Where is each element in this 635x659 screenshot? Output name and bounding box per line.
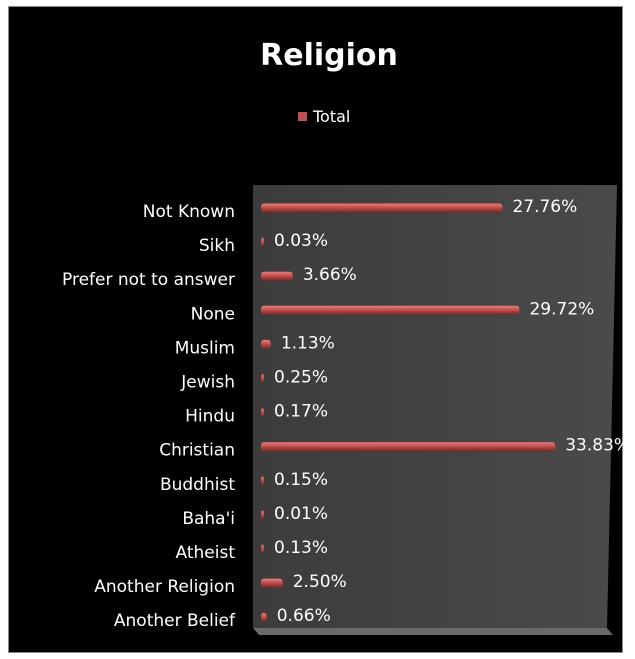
category-label: Not Known bbox=[143, 202, 235, 222]
category-label: Another Belief bbox=[114, 611, 236, 631]
category-label: Atheist bbox=[176, 543, 236, 563]
bar bbox=[261, 237, 264, 247]
category-label: Christian bbox=[159, 441, 235, 461]
plot-wall bbox=[253, 185, 617, 628]
data-label: 0.13% bbox=[274, 538, 328, 558]
category-label: Sikh bbox=[199, 236, 235, 256]
data-label: 0.17% bbox=[274, 402, 328, 422]
data-label: 2.50% bbox=[293, 572, 347, 592]
bar bbox=[261, 510, 264, 520]
data-label: 0.03% bbox=[274, 231, 328, 251]
chart-title: Religion bbox=[260, 38, 398, 73]
bars bbox=[261, 203, 556, 622]
category-label: Muslim bbox=[175, 338, 235, 358]
legend-swatch bbox=[298, 112, 307, 121]
category-label: Prefer not to answer bbox=[62, 270, 235, 290]
plot-floor bbox=[253, 628, 613, 635]
data-label: 27.76% bbox=[512, 197, 577, 217]
category-label: Another Religion bbox=[94, 577, 235, 597]
bar bbox=[261, 305, 520, 315]
data-labels: 27.76% 0.03% 3.66% 29.72% 1.13% 0.25% 0.17% 33.… bbox=[274, 197, 624, 626]
legend: Total bbox=[298, 107, 350, 126]
bar bbox=[261, 544, 264, 554]
data-label: 0.01% bbox=[274, 504, 328, 524]
bar bbox=[261, 271, 293, 281]
category-label: Jewish bbox=[180, 373, 235, 393]
category-label: Buddhist bbox=[160, 475, 235, 495]
bar-chart: Religion Total Not Known Sikh Prefer not t… bbox=[62, 38, 624, 635]
bar bbox=[261, 442, 556, 452]
bar bbox=[261, 203, 503, 213]
bar bbox=[261, 476, 264, 486]
data-label: 0.66% bbox=[277, 606, 331, 626]
bar bbox=[261, 408, 264, 418]
bar bbox=[261, 339, 271, 349]
data-label: 1.13% bbox=[281, 333, 335, 353]
category-label: Hindu bbox=[185, 407, 235, 427]
data-label: 33.83% bbox=[565, 436, 624, 456]
bar bbox=[261, 374, 264, 383]
data-label: 29.72% bbox=[529, 299, 594, 319]
data-label: 0.25% bbox=[274, 368, 328, 388]
legend-label: Total bbox=[312, 107, 350, 126]
bar bbox=[261, 612, 267, 622]
bar bbox=[261, 578, 283, 588]
category-label: None bbox=[191, 304, 235, 324]
data-label: 3.66% bbox=[303, 265, 357, 285]
chart-frame: Religion Total Not Known Sikh Prefer not t… bbox=[8, 6, 624, 653]
plot-area bbox=[253, 185, 617, 635]
data-label: 0.15% bbox=[274, 470, 328, 490]
category-labels: Not Known Sikh Prefer not to answer None Mus… bbox=[62, 202, 236, 631]
category-label: Baha'i bbox=[182, 509, 235, 529]
